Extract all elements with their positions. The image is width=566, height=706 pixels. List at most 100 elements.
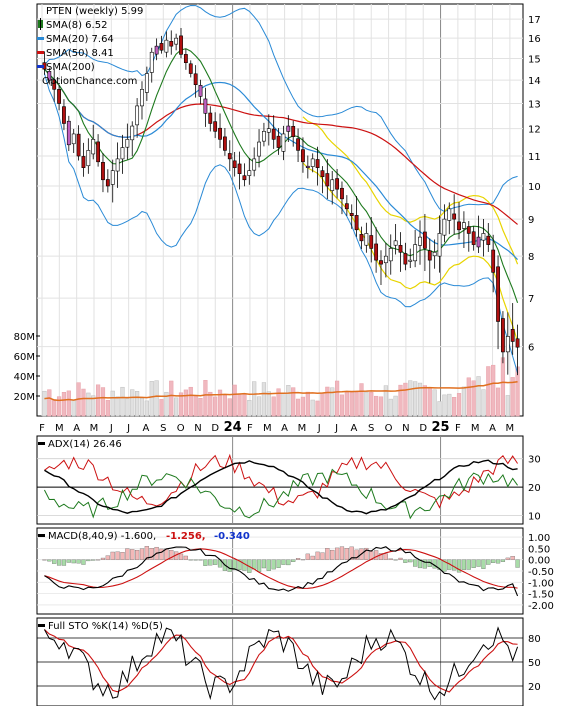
volume-bar bbox=[232, 384, 237, 417]
macd-histogram-bar bbox=[495, 559, 501, 564]
macd-histogram-bar bbox=[125, 548, 130, 560]
macd-histogram-bar bbox=[183, 555, 188, 560]
candle-body bbox=[383, 255, 388, 264]
macd-histogram-bar bbox=[354, 549, 359, 560]
volume-bar bbox=[47, 389, 52, 417]
x-tick-label: S bbox=[368, 423, 374, 434]
macd-histogram-bar bbox=[305, 553, 310, 560]
macd-histogram-bar bbox=[271, 559, 276, 570]
macd-tick-label: -1.00 bbox=[528, 578, 554, 589]
macd-histogram-bar bbox=[330, 549, 335, 560]
volume-bar bbox=[320, 392, 325, 417]
candle-body bbox=[110, 170, 115, 185]
candle-body bbox=[486, 235, 491, 245]
candle-body bbox=[266, 128, 271, 133]
macd-histogram-bar bbox=[178, 553, 184, 560]
volume-bar bbox=[81, 388, 86, 417]
price-tick-label: 6 bbox=[528, 343, 534, 354]
volume-bar bbox=[120, 386, 125, 417]
indicator-lines bbox=[42, 453, 520, 701]
candle-body bbox=[515, 338, 520, 348]
macd-histogram-bar bbox=[193, 559, 198, 561]
volume-bar bbox=[110, 390, 115, 417]
x-tick-label: M bbox=[506, 423, 515, 434]
volume-bar bbox=[359, 383, 364, 417]
x-tick-label: 24 bbox=[224, 420, 242, 435]
price-tick-label: 11 bbox=[528, 152, 541, 163]
x-tick-label: S bbox=[160, 423, 166, 434]
candle-body bbox=[52, 79, 57, 90]
macd-histogram-bar bbox=[100, 557, 106, 560]
upper-band-line bbox=[44, 4, 518, 213]
macd-histogram-bar bbox=[491, 559, 496, 563]
x-tick-label: A bbox=[143, 423, 150, 434]
macd-histogram-bar bbox=[256, 559, 262, 572]
volume-bar bbox=[281, 392, 286, 417]
candle-body bbox=[281, 133, 286, 152]
macd-tick-label: -2.00 bbox=[528, 601, 554, 612]
volume-bar bbox=[481, 389, 486, 417]
candle-body bbox=[491, 249, 496, 273]
candle-body bbox=[149, 51, 154, 73]
candle-body bbox=[413, 244, 418, 262]
sto-legend: Full STO %K(14) %D(5) bbox=[38, 621, 163, 632]
volume-bar bbox=[408, 380, 413, 417]
candle-body bbox=[408, 259, 413, 262]
macd-histogram-bar bbox=[461, 559, 467, 570]
lower-channel-line bbox=[302, 162, 519, 342]
volume-bar bbox=[208, 391, 213, 417]
volume-bar bbox=[193, 395, 198, 417]
candle-body bbox=[510, 329, 515, 342]
volume-bar bbox=[286, 385, 291, 417]
volume-bar bbox=[115, 396, 120, 417]
volume-bar bbox=[125, 398, 130, 417]
candle-body bbox=[301, 149, 305, 163]
candle-body bbox=[130, 125, 135, 141]
candle-body bbox=[388, 248, 393, 262]
macd-histogram-bar bbox=[281, 559, 286, 565]
volume-bar bbox=[213, 396, 218, 417]
volume-bar bbox=[91, 395, 96, 417]
candle-body bbox=[276, 135, 281, 148]
macd-histogram-bar bbox=[500, 559, 506, 562]
candle-body bbox=[154, 45, 159, 55]
macd-histogram-bar bbox=[334, 547, 340, 560]
volume-bar bbox=[310, 399, 315, 417]
volume-bar bbox=[174, 397, 179, 417]
macd-histogram-bar bbox=[159, 548, 164, 560]
macd-histogram-bar bbox=[300, 559, 306, 561]
macd-hist-value: -0.340 bbox=[214, 531, 250, 542]
volume-bar bbox=[461, 386, 467, 417]
macd-histogram-bar bbox=[310, 555, 315, 560]
volume-bar bbox=[271, 396, 276, 417]
volume-bar bbox=[183, 389, 188, 417]
macd-histogram-bar bbox=[135, 549, 140, 560]
candle-body bbox=[432, 251, 437, 257]
candle-body bbox=[164, 39, 169, 53]
candle-body bbox=[101, 162, 105, 181]
macd-histogram-bar bbox=[505, 557, 510, 560]
volume-bar bbox=[66, 390, 71, 417]
volume-bar bbox=[471, 380, 476, 417]
x-tick-label: M bbox=[298, 423, 307, 434]
candle-body bbox=[471, 231, 476, 245]
candle-body bbox=[96, 141, 101, 163]
candle-body bbox=[105, 179, 110, 187]
macd-histogram-bar bbox=[452, 559, 457, 571]
macd-histogram-bar bbox=[42, 559, 47, 561]
macd-histogram-bar bbox=[227, 559, 232, 572]
volume-bar bbox=[242, 394, 247, 417]
volume-tick-label: 20M bbox=[14, 392, 35, 403]
candle-body bbox=[179, 35, 183, 55]
macd-histogram-bar bbox=[378, 553, 384, 560]
volume-bar bbox=[339, 394, 345, 417]
macd-histogram-bar bbox=[188, 559, 193, 561]
macd-tick-label: -0.50 bbox=[528, 567, 554, 578]
candle-body bbox=[125, 139, 130, 148]
candle-body bbox=[437, 233, 442, 257]
sto-tick-label: 80 bbox=[528, 634, 541, 645]
volume-bar bbox=[135, 391, 140, 417]
volume-tick-label: 60M bbox=[14, 352, 35, 363]
adx-tick-label: 30 bbox=[528, 455, 541, 466]
candle-body bbox=[183, 54, 188, 64]
